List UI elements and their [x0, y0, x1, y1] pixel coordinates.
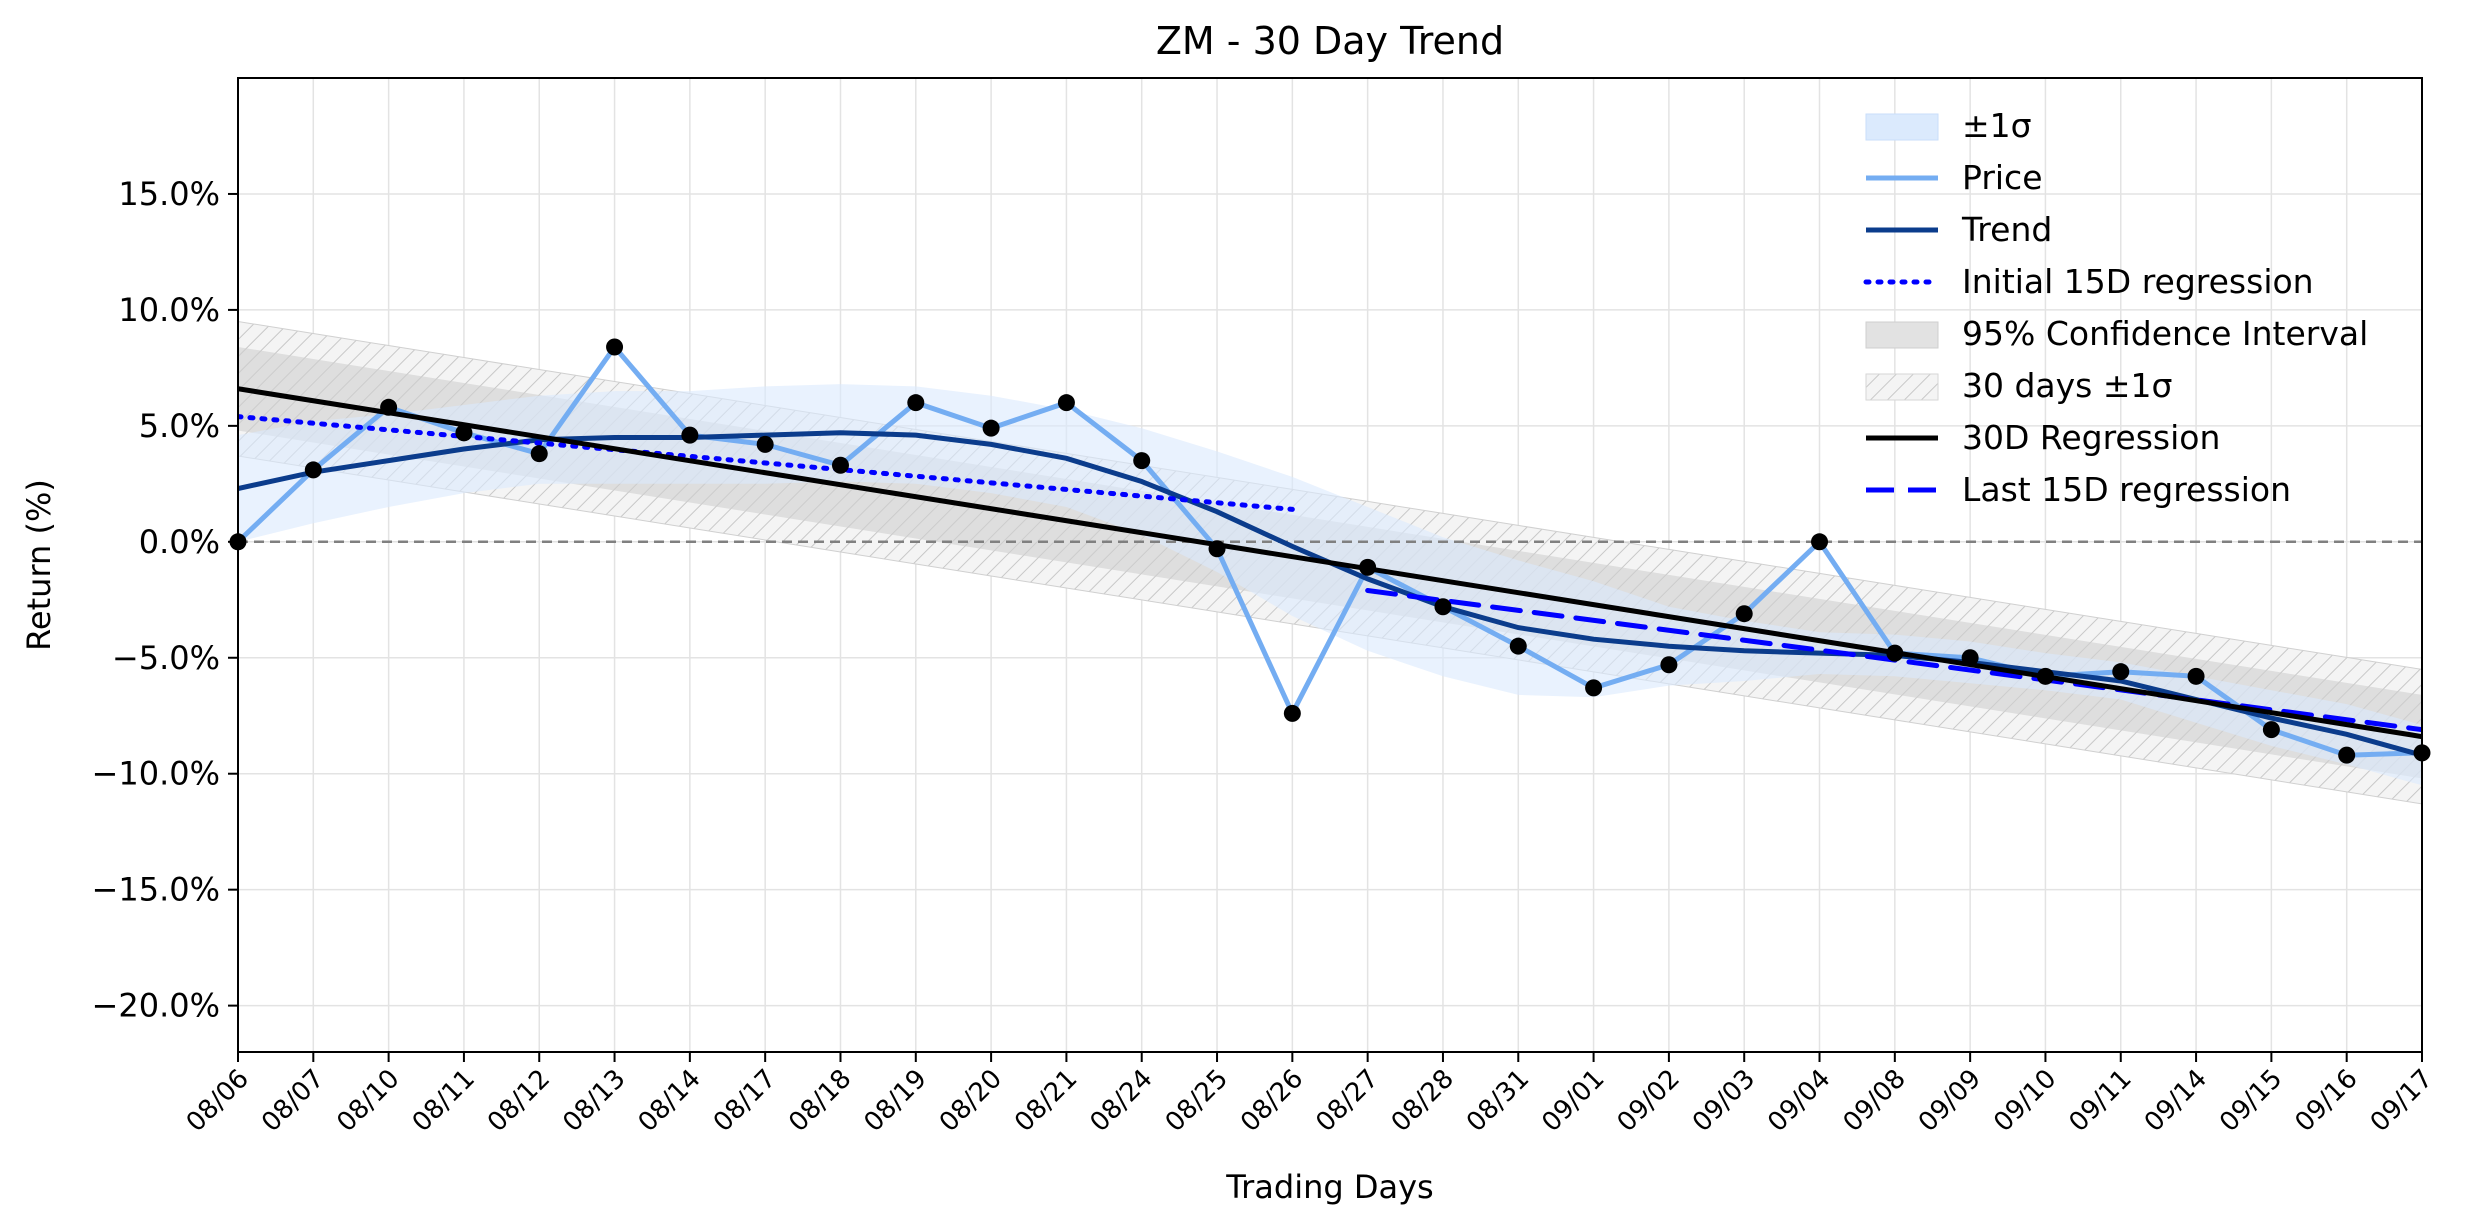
price-point [907, 394, 925, 412]
x-tick-label: 09/15 [2214, 1064, 2288, 1138]
x-tick-label: 08/12 [482, 1064, 556, 1138]
price-point [1961, 649, 1979, 667]
x-tick-label: 09/10 [1988, 1064, 2062, 1138]
legend-label: 30 days ±1σ [1962, 366, 2172, 405]
x-tick-label: 08/21 [1009, 1064, 1083, 1138]
x-tick-label: 09/08 [1838, 1064, 1912, 1138]
legend-entry: 30 days ±1σ [1865, 366, 2172, 405]
legend-entry: ±1σ [1865, 106, 2032, 145]
regression-30d-line [238, 386, 2422, 740]
price-point [1735, 605, 1753, 623]
legend-label: 95% Confidence Interval [1962, 314, 2368, 353]
x-tick-label: 08/14 [633, 1064, 707, 1138]
x-tick-label: 08/25 [1160, 1064, 1234, 1138]
x-tick-label: 09/02 [1612, 1064, 1686, 1138]
legend-label: 30D Regression [1962, 418, 2220, 457]
price-point [1283, 704, 1301, 722]
x-tick-label: 08/31 [1461, 1064, 1535, 1138]
price-point [1208, 540, 1226, 558]
x-tick-label: 09/03 [1687, 1064, 1761, 1138]
y-tick-label: −5.0% [112, 639, 220, 677]
x-tick-label: 09/17 [2365, 1064, 2439, 1138]
x-tick-label: 09/01 [1536, 1064, 1610, 1138]
x-tick-label: 08/24 [1084, 1064, 1158, 1138]
x-tick-label: 09/14 [2139, 1064, 2213, 1138]
x-tick-label: 09/04 [1762, 1064, 1836, 1138]
price-point [1585, 679, 1603, 697]
legend-entry: Initial 15D regression [1863, 262, 2314, 301]
y-tick-label: −20.0% [92, 987, 220, 1025]
legend-swatch [1865, 113, 1939, 141]
initial-15d-regression-line [238, 414, 1295, 512]
sigma-band [238, 384, 2422, 786]
legend-label: Trend [1961, 210, 2052, 249]
price-point [1434, 598, 1452, 616]
x-tick-label: 08/19 [859, 1064, 933, 1138]
price-point [1811, 533, 1829, 551]
y-tick-label: 10.0% [118, 291, 220, 329]
price-point [1886, 644, 1904, 662]
y-tick-label: −10.0% [92, 755, 220, 793]
x-tick-label: 09/11 [2064, 1064, 2138, 1138]
y-tick-label: 0.0% [139, 523, 220, 561]
x-axis-label: Trading Days [1225, 1168, 1433, 1206]
price-point [681, 426, 699, 444]
price-point [2112, 663, 2130, 681]
legend-entry: Price [1866, 158, 2043, 197]
legend-label: ±1σ [1962, 106, 2032, 145]
x-tick-label: 08/20 [934, 1064, 1008, 1138]
price-point [1057, 394, 1075, 412]
price-point [2036, 667, 2054, 685]
legend-swatch [1865, 321, 1939, 349]
chart-title: ZM - 30 Day Trend [1156, 19, 1504, 63]
price-point [1133, 452, 1151, 470]
legend-swatch [1865, 373, 1939, 401]
price-point [982, 419, 1000, 437]
legend-entry: Trend [1866, 210, 2052, 249]
price-point [606, 338, 624, 356]
x-tick-label: 08/28 [1386, 1064, 1460, 1138]
plot-frame [237, 77, 2423, 1053]
legend: ±1σ Price Trend Initial 15D regression 95% C… [1863, 106, 2368, 509]
x-tick-label: 08/11 [407, 1064, 481, 1138]
price-point [2338, 746, 2356, 764]
price-point [756, 435, 774, 453]
price-point [380, 398, 398, 416]
price-point [2262, 721, 2280, 739]
y-tick-label: 5.0% [139, 407, 220, 445]
legend-label: Last 15D regression [1962, 470, 2291, 509]
price-points [229, 338, 2431, 764]
x-tick-label: 08/13 [557, 1064, 631, 1138]
price-point [304, 461, 322, 479]
x-tick-label: 08/07 [256, 1064, 330, 1138]
price-point [2187, 667, 2205, 685]
legend-entry: 30D Regression [1866, 418, 2220, 457]
series-lines [238, 342, 2422, 758]
x-tick-label: 08/18 [783, 1064, 857, 1138]
price-point [1359, 558, 1377, 576]
price-point [1509, 637, 1527, 655]
x-tick-label: 09/16 [2289, 1064, 2363, 1138]
x-tick-label: 08/26 [1235, 1064, 1309, 1138]
y-axis-label: Return (%) [20, 479, 58, 651]
x-tick-label: 08/10 [331, 1064, 405, 1138]
x-tick-label: 08/17 [708, 1064, 782, 1138]
y-tick-label: −15.0% [92, 871, 220, 909]
y-tick-label: 15.0% [118, 175, 220, 213]
x-tick-label: 08/06 [181, 1064, 255, 1138]
legend-entry: Last 15D regression [1866, 470, 2291, 509]
price-point [530, 445, 548, 463]
price-point [455, 424, 473, 442]
price-point [831, 456, 849, 474]
legend-label: Price [1962, 158, 2043, 197]
x-tick-label: 09/09 [1913, 1064, 1987, 1138]
x-tick-label: 08/27 [1310, 1064, 1384, 1138]
legend-label: Initial 15D regression [1962, 262, 2314, 301]
price-point [1660, 656, 1678, 674]
legend-entry: 95% Confidence Interval [1865, 314, 2368, 353]
